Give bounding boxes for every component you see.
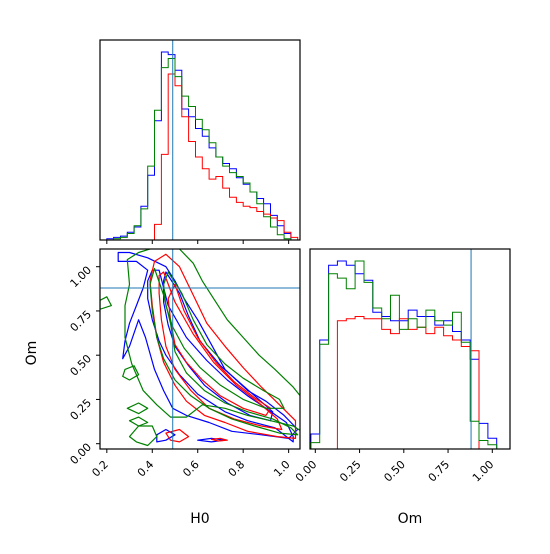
joint-xtick-tick-label-3: 0.8: [226, 458, 248, 480]
om-hist-xtick-tick-label-1: 0.25: [337, 458, 364, 485]
ylabel-om: Om: [24, 341, 40, 366]
contour-series-2-ring-3: [100, 297, 111, 309]
marks-layer: [100, 52, 506, 449]
contour-series-2-ring-0: [164, 272, 285, 408]
om-hist-series-2-group: [311, 261, 506, 449]
h0-hist-series-2-group: [100, 59, 298, 241]
joint-xtick-tick-label-4: 1.0: [271, 458, 293, 480]
joint-xtick-tick-label-0: 0.2: [89, 458, 111, 480]
h0-hist-series-0-group: [100, 52, 298, 240]
frame-om-hist: [310, 249, 510, 449]
h0-hist-series-2: [100, 59, 298, 241]
contours-group: [100, 246, 309, 446]
joint-xtick-tick-label-1: 0.4: [135, 458, 157, 480]
contour-series-2-ring-5: [127, 403, 147, 414]
om-hist-series-2: [311, 261, 506, 449]
joint-xtick-tick-label-2: 0.6: [180, 458, 202, 480]
joint-ytick-tick-label-3: 0.75: [68, 308, 95, 335]
xlabel-om: Om: [398, 511, 423, 527]
contour-series-2-ring-6: [130, 426, 157, 446]
axes-layer: 0.20.40.60.81.00.000.250.500.751.000.000…: [68, 40, 510, 484]
om-hist-series-1: [311, 317, 506, 450]
joint-ytick-tick-label-4: 1.00: [68, 264, 95, 291]
om-hist-xtick-tick-label-3: 0.75: [426, 458, 453, 485]
joint-ytick-tick-label-2: 0.50: [68, 352, 95, 379]
joint-ytick-tick-label-0: 0.00: [68, 441, 95, 468]
om-hist-xtick-tick-label-2: 0.50: [381, 458, 408, 485]
om-hist-xtick-tick-label-0: 0.00: [293, 458, 320, 485]
h0-hist-series-0: [100, 52, 298, 240]
om-hist-series-1-group: [311, 317, 506, 450]
frame-joint: [100, 249, 300, 449]
om-hist-xtick-tick-label-4: 1.00: [470, 458, 497, 485]
h0-hist-series-1: [100, 74, 298, 240]
h0-hist-series-1-group: [100, 74, 298, 240]
xlabel-h0: H0: [190, 511, 209, 527]
joint-ytick-tick-label-1: 0.25: [68, 396, 95, 423]
contour-series-2-ring-7: [130, 417, 148, 426]
